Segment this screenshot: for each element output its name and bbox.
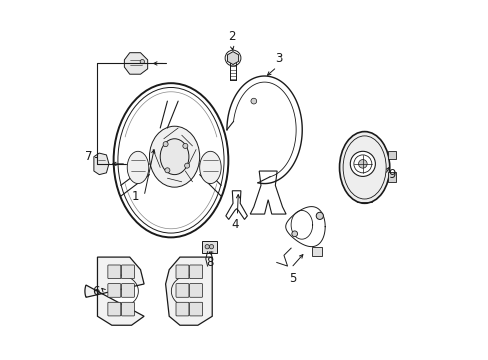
FancyBboxPatch shape bbox=[387, 151, 395, 159]
FancyBboxPatch shape bbox=[108, 284, 121, 297]
FancyBboxPatch shape bbox=[121, 284, 134, 297]
FancyBboxPatch shape bbox=[176, 284, 188, 297]
FancyBboxPatch shape bbox=[202, 240, 217, 253]
Circle shape bbox=[209, 244, 213, 249]
FancyBboxPatch shape bbox=[189, 302, 202, 316]
Text: 6: 6 bbox=[92, 285, 99, 298]
FancyBboxPatch shape bbox=[121, 302, 134, 316]
Circle shape bbox=[250, 98, 256, 104]
Circle shape bbox=[358, 159, 366, 168]
Circle shape bbox=[140, 59, 144, 64]
Text: 8: 8 bbox=[206, 256, 214, 269]
Text: 5: 5 bbox=[288, 272, 296, 285]
Ellipse shape bbox=[199, 151, 221, 184]
FancyBboxPatch shape bbox=[176, 302, 188, 316]
FancyBboxPatch shape bbox=[387, 172, 395, 182]
Polygon shape bbox=[85, 257, 144, 325]
FancyBboxPatch shape bbox=[189, 265, 202, 279]
Text: 2: 2 bbox=[228, 30, 235, 43]
Text: 7: 7 bbox=[84, 150, 92, 163]
Polygon shape bbox=[124, 53, 147, 74]
Ellipse shape bbox=[160, 139, 188, 175]
FancyBboxPatch shape bbox=[311, 247, 322, 256]
Text: 4: 4 bbox=[231, 218, 239, 231]
Text: 1: 1 bbox=[131, 190, 139, 203]
Polygon shape bbox=[165, 257, 212, 325]
Ellipse shape bbox=[127, 151, 148, 184]
Circle shape bbox=[183, 143, 187, 148]
Ellipse shape bbox=[339, 132, 389, 203]
FancyBboxPatch shape bbox=[108, 302, 121, 316]
Circle shape bbox=[184, 163, 189, 168]
Circle shape bbox=[291, 231, 297, 237]
FancyBboxPatch shape bbox=[189, 284, 202, 297]
Circle shape bbox=[349, 151, 375, 176]
Polygon shape bbox=[227, 51, 238, 64]
Circle shape bbox=[163, 141, 168, 147]
Circle shape bbox=[204, 244, 209, 249]
FancyBboxPatch shape bbox=[176, 265, 188, 279]
Polygon shape bbox=[94, 153, 109, 175]
Ellipse shape bbox=[149, 126, 199, 187]
Circle shape bbox=[316, 212, 323, 220]
Text: 9: 9 bbox=[387, 168, 394, 181]
FancyBboxPatch shape bbox=[108, 265, 121, 279]
Circle shape bbox=[164, 168, 169, 173]
FancyBboxPatch shape bbox=[121, 265, 134, 279]
Text: 3: 3 bbox=[274, 51, 282, 64]
